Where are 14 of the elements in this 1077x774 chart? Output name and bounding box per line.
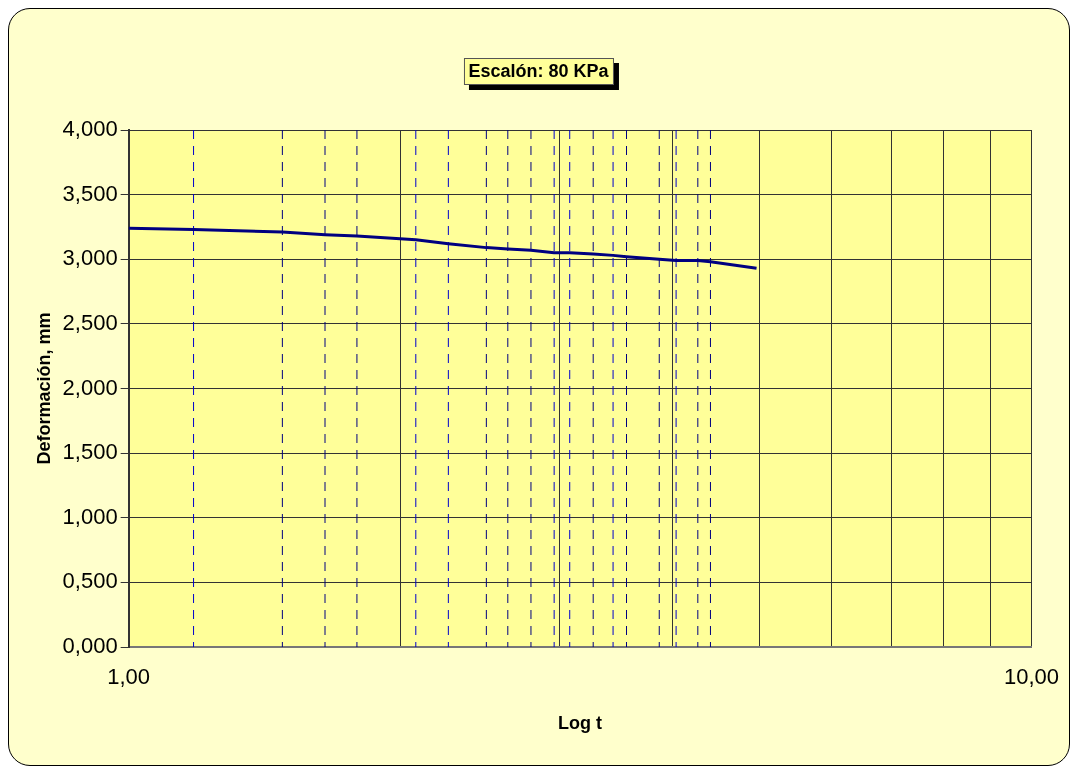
y-tick-label: 0,500 [62, 568, 118, 594]
y-tick-label: 0,000 [62, 633, 118, 659]
y-tick-label: 1,000 [62, 503, 118, 529]
y-tick-label: 3,000 [62, 245, 118, 271]
y-tick-label: 2,500 [62, 309, 118, 335]
x-tick-label: 10,00 [1003, 664, 1059, 690]
chart-title: Escalón: 80 KPa [463, 58, 614, 85]
y-tick-label: 4,000 [62, 116, 118, 142]
x-axis-title: Log t [558, 713, 603, 734]
y-tick-label: 3,500 [62, 180, 118, 206]
y-tick-label: 1,500 [62, 439, 118, 465]
y-axis-title: Deformación, mm [33, 312, 54, 465]
y-tick-label: 2,000 [62, 374, 118, 400]
x-tick-label: 1,00 [107, 664, 151, 690]
